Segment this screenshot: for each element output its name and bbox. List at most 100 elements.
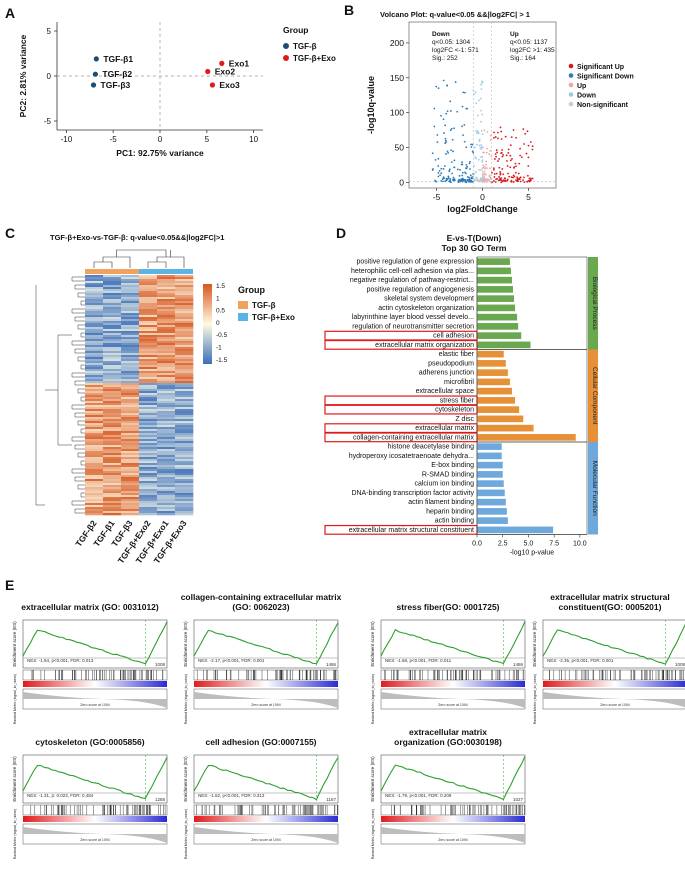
gsea-metric-area xyxy=(23,827,167,843)
heatmap-cell xyxy=(103,395,122,398)
heatmap-cell xyxy=(157,323,176,326)
volcano-point xyxy=(447,175,450,178)
heatmap-cell xyxy=(157,417,176,420)
heatmap-cell xyxy=(139,499,158,502)
heatmap-cell xyxy=(175,305,194,308)
heatmap-cell xyxy=(121,363,140,366)
volcano-point xyxy=(500,152,502,155)
heatmap-cell xyxy=(157,507,176,510)
heatmap-cell xyxy=(85,493,104,496)
pca-legend-label: TGF-β+Exo xyxy=(293,54,336,63)
go-term-label: histone deacetylase binding xyxy=(388,444,475,451)
gsea-rank-colorbar xyxy=(23,681,167,687)
heatmap-cell xyxy=(85,465,104,468)
heatmap-cell xyxy=(103,435,122,438)
heatmap-cell xyxy=(121,349,140,352)
heatmap-cell xyxy=(85,365,104,368)
heatmap-cell xyxy=(85,371,104,374)
heatmap-cell xyxy=(157,345,176,348)
heatmap-cell xyxy=(121,287,140,290)
heatmap-cell xyxy=(157,487,176,490)
panel-letter-d: D xyxy=(336,225,347,241)
heatmap-cell xyxy=(103,509,122,512)
heatmap-cell xyxy=(175,395,194,398)
heatmap-cell xyxy=(139,441,158,444)
heatmap-cell xyxy=(85,411,104,414)
heatmap-cell xyxy=(175,427,194,430)
gsea-hits-frame xyxy=(22,804,168,816)
heatmap-cell xyxy=(175,323,194,326)
heatmap-cell xyxy=(175,319,194,322)
heatmap-cell xyxy=(103,507,122,510)
heatmap-cell xyxy=(85,413,104,416)
volcano-point xyxy=(437,87,440,90)
go-x-tick-label: 5.0 xyxy=(524,541,534,548)
volcano-point xyxy=(489,167,491,170)
heatmap-cell xyxy=(121,467,140,470)
heatmap-cell xyxy=(157,371,176,374)
heatmap-cell xyxy=(121,357,140,360)
heatmap-cell xyxy=(121,373,140,376)
volcano-point xyxy=(475,129,478,132)
heatmap-cell xyxy=(85,463,104,466)
heatmap-cell xyxy=(139,439,158,442)
volcano-y-label: -log10q-value xyxy=(366,76,376,134)
volcano-point xyxy=(492,167,495,170)
heatmap-cell xyxy=(121,421,140,424)
volcano-point xyxy=(470,177,473,180)
heatmap-cell xyxy=(175,445,194,448)
gsea-title: cell adhesion (GO:0007155) xyxy=(205,737,316,747)
heatmap-row-dendrogram xyxy=(35,276,85,514)
volcano-point xyxy=(497,160,499,162)
volcano-point xyxy=(450,149,453,152)
heatmap-cell xyxy=(103,347,122,350)
volcano-down-stats: Sig.: 252 xyxy=(432,55,458,62)
heatmap-cell xyxy=(103,415,122,418)
volcano-point xyxy=(461,125,463,128)
heatmap-cell xyxy=(85,357,104,360)
heatmap-cell xyxy=(175,349,194,352)
heatmap-cell xyxy=(157,503,176,506)
heatmap-cell xyxy=(121,403,140,406)
heatmap-cell xyxy=(85,459,104,462)
heatmap-title: TGF-β+Exo-vs-TGF-β: q-value<0.05&&|log2F… xyxy=(50,233,224,242)
heatmap-cell xyxy=(139,457,158,460)
gsea-peak-label: 1167 xyxy=(326,797,336,802)
heatmap-cell xyxy=(139,419,158,422)
volcano-point xyxy=(481,159,484,162)
heatmap-cell xyxy=(121,321,140,324)
gsea-metric-ylabel: Ranked Metric (signal_to_noise) xyxy=(13,809,17,859)
heatmap-cell xyxy=(103,505,122,508)
heatmap-cell xyxy=(103,449,122,452)
heatmap-cell xyxy=(103,301,122,304)
volcano-point xyxy=(459,168,461,171)
heatmap-cell xyxy=(175,345,194,348)
heatmap-cell xyxy=(121,449,140,452)
heatmap-cell xyxy=(85,333,104,336)
gsea-metric-ylabel: Ranked Metric (signal_to_noise) xyxy=(13,674,17,724)
heatmap-cell xyxy=(103,397,122,400)
volcano-point xyxy=(505,154,508,157)
heatmap-cell xyxy=(103,359,122,362)
heatmap-cell xyxy=(175,333,194,336)
heatmap-cell xyxy=(103,331,122,334)
heatmap-cell xyxy=(157,425,176,428)
gsea-peak-label: 1008 xyxy=(155,662,166,667)
heatmap-cell xyxy=(139,433,158,436)
heatmap-cell xyxy=(175,513,194,516)
gsea-es-curve xyxy=(22,621,168,665)
heatmap-cell xyxy=(103,407,122,410)
volcano-point xyxy=(461,174,464,177)
heatmap-scale-tick: -0.5 xyxy=(216,332,228,339)
volcano-point xyxy=(518,178,521,181)
volcano-down-stats: q<0.05: 1304 xyxy=(432,39,471,46)
pca-y-tick-label: -5 xyxy=(44,117,52,126)
volcano-point xyxy=(439,174,442,176)
volcano-point xyxy=(507,152,510,154)
volcano-point xyxy=(441,178,444,180)
heatmap-cell xyxy=(103,459,122,462)
heatmap-scale-tick: 0 xyxy=(216,320,220,327)
volcano-point xyxy=(497,137,499,140)
heatmap-cell xyxy=(175,371,194,374)
volcano-point xyxy=(493,176,496,178)
